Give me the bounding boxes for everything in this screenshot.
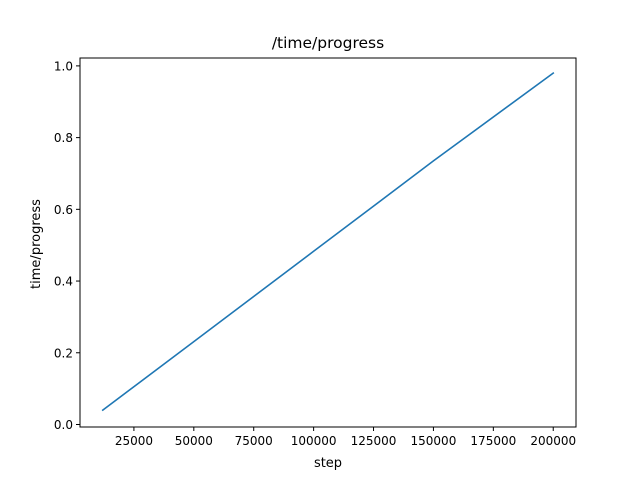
x-tick-label: 125000 xyxy=(351,434,397,448)
y-tick-label: 0.4 xyxy=(54,275,73,289)
plot-area xyxy=(101,71,555,412)
y-axis: 0.0 0.2 0.4 0.6 0.8 1.0 xyxy=(54,59,80,432)
x-axis: 25000 50000 75000 100000 125000 150000 175000 2… xyxy=(115,427,576,448)
x-tick-label: 175000 xyxy=(470,434,516,448)
x-tick-label: 100000 xyxy=(291,434,337,448)
y-tick-label: 0.6 xyxy=(54,203,73,217)
y-axis-label: time/progress xyxy=(29,199,44,289)
series-line xyxy=(101,71,555,412)
axes-frame xyxy=(79,57,577,428)
x-axis-label: step xyxy=(314,456,342,471)
y-tick-label: 1.0 xyxy=(54,59,73,73)
x-tick-label: 150000 xyxy=(411,434,457,448)
y-tick-label: 0.0 xyxy=(54,418,73,432)
y-tick-label: 0.8 xyxy=(54,131,73,145)
chart-title: /time/progress xyxy=(272,34,384,52)
x-tick-label: 25000 xyxy=(115,434,153,448)
x-tick-label: 200000 xyxy=(530,434,576,448)
x-tick-label: 50000 xyxy=(175,434,213,448)
y-tick-label: 0.2 xyxy=(54,346,73,360)
x-tick-label: 75000 xyxy=(235,434,273,448)
